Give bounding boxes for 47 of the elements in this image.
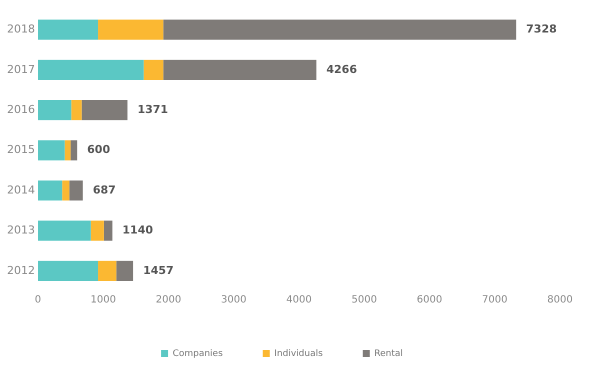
x-tick-label: 8000 — [547, 294, 573, 306]
x-tick-label: 4000 — [286, 294, 312, 306]
y-tick-label: 2012 — [6, 264, 35, 277]
bar — [38, 260, 98, 281]
bar — [163, 60, 316, 80]
bar — [38, 100, 72, 120]
x-tick-label: 2000 — [156, 294, 182, 306]
bar — [71, 100, 82, 120]
y-tick-label: 2017 — [6, 62, 35, 76]
total-label: 4266 — [326, 62, 358, 76]
bar — [38, 20, 98, 40]
bar — [38, 220, 91, 241]
x-tick-label: 1000 — [90, 294, 116, 306]
bar — [70, 140, 78, 160]
bar — [163, 20, 516, 40]
bar — [90, 220, 104, 241]
x-tick-label: 5000 — [352, 294, 377, 306]
x-tick-label: 6000 — [416, 294, 442, 306]
total-label: 600 — [87, 143, 110, 156]
total-label: 687 — [92, 183, 116, 196]
bar — [98, 20, 164, 40]
y-tick-label: 2015 — [6, 143, 35, 156]
bar — [144, 60, 164, 80]
bar — [38, 180, 62, 201]
y-tick-label: 2016 — [6, 102, 35, 116]
x-tick-label: 3000 — [221, 294, 246, 306]
total-label: 7328 — [526, 22, 557, 36]
bar — [38, 60, 144, 80]
total-label: 1140 — [122, 224, 154, 237]
bar — [64, 140, 71, 160]
y-tick-label: 2013 — [6, 224, 35, 237]
legend-label: Individuals — [274, 348, 324, 359]
bar — [116, 260, 134, 281]
legend-label: Rental — [374, 348, 403, 359]
bar — [38, 140, 65, 160]
bar — [82, 100, 128, 120]
x-tick-label: 0 — [34, 294, 42, 306]
bar — [62, 180, 70, 201]
y-tick-label: 2018 — [6, 22, 35, 36]
bar — [104, 220, 112, 241]
bar — [69, 180, 83, 201]
legend-label: Companies — [172, 348, 224, 359]
total-label: 1371 — [137, 102, 168, 116]
x-tick-label: 7000 — [482, 294, 508, 306]
y-tick-label: 2014 — [6, 183, 35, 196]
total-label: 1457 — [143, 264, 174, 277]
bar — [98, 260, 116, 281]
